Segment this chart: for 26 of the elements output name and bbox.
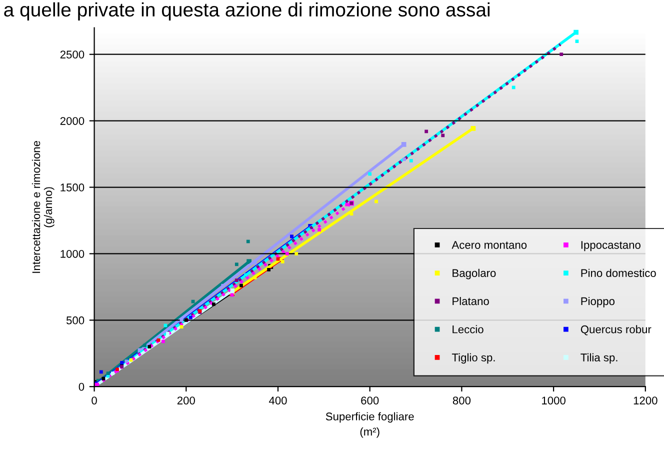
legend-label: Tiglio sp.: [452, 353, 495, 364]
y-tick-label: 1500: [60, 184, 84, 192]
legend-label: Pino domestico: [581, 268, 656, 278]
x-tick-label: 200: [177, 396, 195, 404]
x-tick-label: 0: [92, 396, 97, 404]
x-tick-label: 1200: [634, 396, 658, 404]
x-tick-label: 1000: [542, 396, 566, 404]
x-tick-label: 400: [268, 396, 287, 404]
x-tick-label: 600: [361, 396, 379, 404]
legend-label: Ippocastano: [581, 241, 640, 252]
legend-label: Platano: [452, 296, 489, 306]
legend-label: Quercus robur: [580, 325, 652, 336]
y-tick-label: 2000: [60, 117, 84, 125]
y-tick-label: 500: [66, 316, 84, 324]
y-tick-label: 2500: [60, 50, 84, 58]
x-axis-title: Superficie fogliare (m²): [326, 412, 414, 438]
y-axis-title: Intercettazione e rimozione (g/anno): [32, 140, 54, 273]
legend-label: Bagolaro: [452, 268, 496, 280]
legend-label: Leccio: [452, 325, 484, 334]
legend-label: Pioppo: [581, 296, 615, 308]
text: a quelle private in questa azione di rimozione sono assai: [4, 2, 490, 20]
legend-label: Tilia sp.: [580, 353, 618, 364]
y-tick-label: 0: [78, 382, 84, 391]
x-tick-label: 800: [452, 396, 471, 404]
legend-label: Acero montano: [452, 241, 527, 249]
y-tick-label: 1000: [60, 250, 84, 258]
